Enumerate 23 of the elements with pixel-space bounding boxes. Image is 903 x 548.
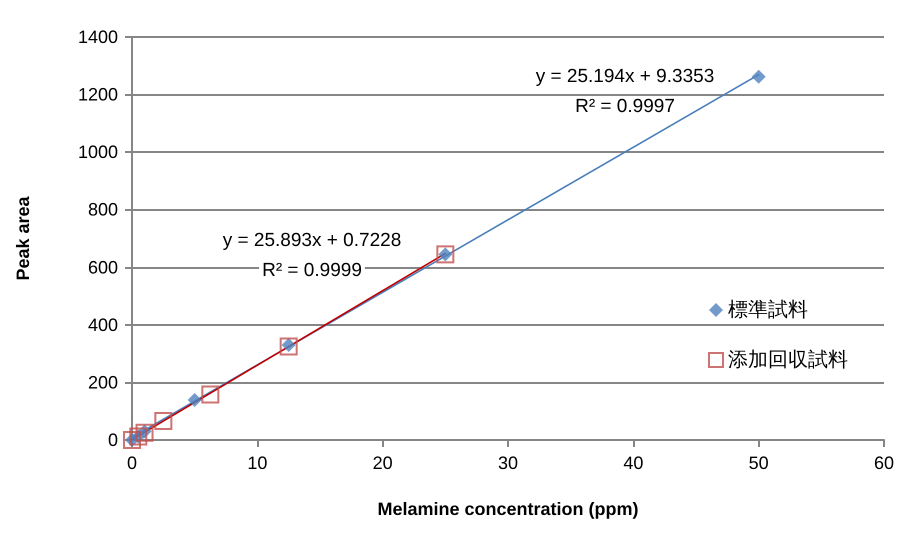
x-tick-label: 60	[874, 453, 894, 473]
annotation: y = 25.194x + 9.3353	[536, 66, 714, 87]
x-axis-title: Melamine concentration (ppm)	[377, 499, 639, 519]
y-tick-label: 600	[88, 257, 118, 278]
legend-label: 添加回収試料	[728, 349, 848, 371]
y-tick-label: 800	[88, 200, 118, 220]
x-tick-label: 50	[748, 453, 769, 473]
x-tick-label: 30	[498, 453, 518, 473]
x-tick-label: 10	[247, 453, 268, 473]
annotation: R² = 0.9999	[262, 260, 362, 281]
y-tick-label: 1000	[78, 142, 118, 162]
legend-label: 標準試料	[728, 299, 808, 321]
y-tick-label: 200	[88, 372, 118, 392]
x-tick-label: 0	[126, 453, 138, 473]
y-tick-label: 400	[88, 314, 118, 335]
y-tick-label: 1400	[78, 27, 118, 47]
y-axis-title: Peak area	[13, 195, 33, 281]
y-tick-label: 1200	[78, 84, 118, 105]
x-tick-label: 40	[623, 453, 644, 473]
annotation: R² = 0.9997	[575, 96, 675, 117]
annotation: y = 25.893x + 0.7228	[222, 230, 402, 251]
y-tick-label: 0	[108, 430, 118, 450]
x-tick-label: 20	[372, 453, 393, 473]
